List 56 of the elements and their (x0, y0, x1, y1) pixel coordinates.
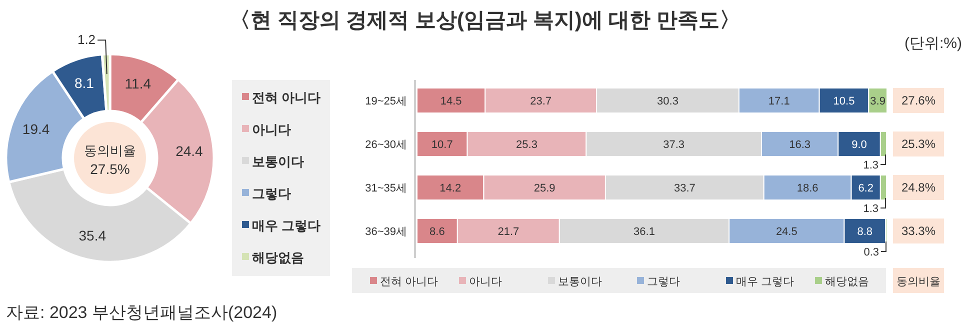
y-tick-label: 26~30세 (365, 139, 407, 151)
data-label: 10.5 (833, 96, 855, 108)
legend-label: 해당없음 (825, 276, 869, 288)
legend-label: 전혀 아니다 (380, 276, 438, 288)
data-label: 18.6 (796, 182, 818, 194)
legend-label: 아니다 (469, 276, 502, 288)
data-label: 17.1 (768, 96, 790, 108)
legend-label: 해당없음 (252, 250, 304, 265)
text: 25.3% (901, 137, 936, 151)
data-label: 3.9 (870, 96, 886, 108)
data-label: 35.4 (78, 228, 106, 244)
data-label: 25.3 (516, 139, 538, 151)
data-label: 33.7 (674, 182, 696, 194)
legend-label: 아니다 (252, 122, 291, 137)
data-label: 19.4 (22, 120, 50, 137)
data-label: 10.7 (431, 139, 453, 151)
text: 자료: 2023 부산청년패널조사(2024) (6, 303, 278, 322)
data-label: 1.3 (863, 160, 879, 172)
y-tick-label: 31~35세 (365, 182, 407, 194)
text: 27.5% (90, 161, 130, 177)
data-label: 0.3 (864, 246, 879, 258)
text: 동의비율 (896, 276, 940, 288)
data-label: 14.2 (440, 182, 462, 194)
data-label: 36.1 (634, 226, 655, 238)
legend-label: 보통이다 (558, 276, 602, 288)
data-label: 9.0 (852, 139, 867, 151)
text: 33.3% (901, 224, 936, 238)
legend-label: 전혀 아니다 (252, 90, 321, 105)
data-label: 6.2 (858, 182, 874, 194)
text: 〈현 직장의 경제적 보상(임금과 복지)에 대한 만족도〉 (230, 9, 740, 32)
data-label: 14.5 (440, 96, 462, 108)
data-label: 25.9 (534, 182, 556, 194)
legend-label: 보통이다 (252, 154, 304, 169)
data-label: 8.6 (430, 226, 445, 238)
data-label: 16.3 (789, 139, 811, 151)
data-label: 8.1 (74, 74, 94, 91)
y-tick-label: 36~39세 (365, 226, 407, 238)
data-label: 11.4 (124, 76, 152, 92)
legend-label: 매우 그렇다 (252, 218, 321, 233)
data-label: 1.2 (77, 32, 96, 48)
text: 동의비율 (84, 143, 136, 158)
data-label: 23.7 (530, 96, 552, 108)
data-label: 21.7 (498, 226, 520, 238)
data-label: 1.3 (863, 203, 879, 215)
y-tick-label: 19~25세 (365, 96, 407, 108)
legend-label: 그렇다 (252, 186, 291, 201)
legend-label: 그렇다 (647, 276, 680, 288)
data-label: 8.8 (857, 226, 873, 238)
text: 27.6% (901, 94, 936, 108)
text: 24.8% (901, 180, 936, 194)
legend-label: 매우 그렇다 (736, 276, 794, 288)
data-label: 24.4 (176, 143, 204, 160)
data-label: 37.3 (663, 139, 685, 151)
text: (단위:%) (904, 35, 962, 52)
data-label: 30.3 (657, 96, 678, 108)
data-label: 24.5 (776, 226, 798, 238)
